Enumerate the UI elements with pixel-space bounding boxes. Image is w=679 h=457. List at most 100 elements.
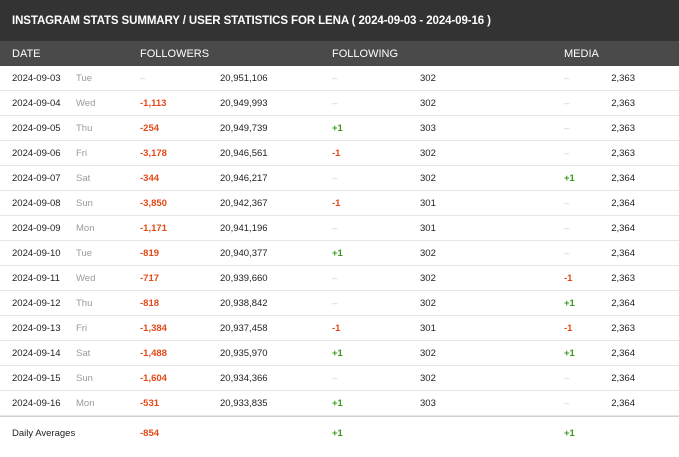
weekday-cell: Sun	[76, 373, 93, 384]
following-change-cell: -1	[332, 323, 341, 334]
following-total-cell: 302	[420, 248, 436, 259]
date-cell: 2024-09-11	[12, 273, 60, 284]
table-body: 2024-09-03 Tue –20,951,106–302–2,363 2024-0…	[0, 66, 679, 416]
table-row: 2024-09-07 Sat -344 20,946,217 – 302 +1 2,364	[0, 166, 679, 191]
table-row: 2024-09-09 Mon -1,171 20,941,196 – 301 – 2,364	[0, 216, 679, 241]
followers-change-cell: -3,178	[140, 148, 167, 159]
averages-followers: -854	[140, 428, 160, 439]
media-total-cell: 2,364	[611, 298, 635, 309]
weekday-cell: Wed	[76, 98, 96, 109]
following-total-cell: 302	[420, 273, 436, 284]
followers-total-cell: 20,949,739	[220, 123, 268, 134]
weekday-cell: Thu	[76, 123, 93, 134]
media-change-cell: –	[564, 248, 570, 259]
weekday-cell: Tue	[76, 73, 93, 84]
weekday-cell: Sun	[76, 198, 93, 209]
followers-change-cell: -344	[140, 173, 160, 184]
followers-total-cell: 20,946,561	[220, 148, 268, 159]
followers-total-cell: 20,951,106	[220, 73, 268, 84]
followers-change-cell: -818	[140, 298, 160, 309]
date-cell: 2024-09-06	[12, 148, 61, 159]
header-media[interactable]: MEDIA	[564, 48, 599, 60]
followers-change-cell: -3,850	[140, 198, 167, 209]
header-followers[interactable]: FOLLOWERS	[140, 48, 210, 60]
media-change-cell: –	[564, 373, 570, 384]
media-total-cell: 2,363	[611, 98, 635, 109]
following-change-cell: –	[332, 373, 338, 384]
following-total-cell: 302	[420, 98, 436, 109]
followers-total-cell: 20,938,842	[220, 298, 268, 309]
table-row: 2024-09-05 Thu -254 20,949,739 +1 303 – 2,363	[0, 116, 679, 141]
followers-total-cell: 20,939,660	[220, 273, 268, 284]
media-total-cell: 2,364	[611, 248, 635, 259]
followers-change-cell: -717	[140, 273, 160, 284]
following-total-cell: 302	[420, 348, 436, 359]
date-cell: 2024-09-09	[12, 223, 61, 234]
weekday-cell: Fri	[76, 148, 88, 159]
following-total-cell: 303	[420, 398, 436, 409]
averages-media: +1	[564, 428, 575, 439]
table-row: 2024-09-15 Sun -1,604 20,934,366 – 302 – 2,364	[0, 366, 679, 391]
following-total-cell: 302	[420, 373, 436, 384]
weekday-cell: Tue	[76, 248, 93, 259]
followers-change-cell: -1,488	[140, 348, 167, 359]
date-cell: 2024-09-13	[12, 323, 61, 334]
header-date[interactable]: DATE	[12, 48, 41, 60]
date-cell: 2024-09-07	[12, 173, 61, 184]
table-row: 2024-09-13 Fri -1,384 20,937,458 -1 301 -1 2,36…	[0, 316, 679, 341]
weekday-cell: Sat	[76, 173, 91, 184]
media-total-cell: 2,363	[611, 273, 635, 284]
followers-total-cell: 20,946,217	[220, 173, 268, 184]
header-following[interactable]: FOLLOWING	[332, 48, 399, 60]
table-row: 2024-09-12 Thu -818 20,938,842 – 302 +1 2,364	[0, 291, 679, 316]
table-row: 2024-09-04 Wed -1,113 20,949,993 – 302 – 2,363	[0, 91, 679, 116]
media-total-cell: 2,364	[611, 173, 635, 184]
media-total-cell: 2,363	[611, 148, 635, 159]
media-total-cell: 2,364	[611, 223, 635, 234]
following-total-cell: 302	[420, 148, 436, 159]
media-change-cell: +1	[564, 173, 575, 184]
following-total-cell: 301	[420, 323, 436, 334]
media-total-cell: 2,363	[611, 123, 635, 134]
media-change-cell: –	[564, 73, 570, 84]
followers-total-cell: 20,937,458	[220, 323, 268, 334]
following-change-cell: –	[332, 173, 338, 184]
averages-following: +1	[332, 428, 343, 439]
media-change-cell: –	[564, 148, 570, 159]
date-cell: 2024-09-12	[12, 298, 61, 309]
media-change-cell: +1	[564, 348, 575, 359]
following-total-cell: 302	[420, 73, 436, 84]
table-row: 2024-09-16 Mon -531 20,933,835 +1 303 – 2,364	[0, 391, 679, 416]
following-change-cell: +1	[332, 248, 343, 259]
table-row: 2024-09-10 Tue -819 20,940,377 +1 302 – 2,364	[0, 241, 679, 266]
date-cell: 2024-09-05	[12, 123, 61, 134]
weekday-cell: Fri	[76, 323, 88, 334]
media-change-cell: +1	[564, 298, 575, 309]
media-change-cell: –	[564, 98, 570, 109]
followers-total-cell: 20,934,366	[220, 373, 268, 384]
followers-change-cell: -819	[140, 248, 160, 259]
followers-total-cell: 20,940,377	[220, 248, 268, 259]
weekday-cell: Sat	[76, 348, 91, 359]
followers-total-cell: 20,941,196	[220, 223, 268, 234]
table-row: 2024-09-08 Sun -3,850 20,942,367 -1 301 – 2,364	[0, 191, 679, 216]
following-total-cell: 301	[420, 198, 436, 209]
followers-change-cell: -254	[140, 123, 160, 134]
followers-change-cell: -1,384	[140, 323, 167, 334]
following-change-cell: +1	[332, 348, 343, 359]
followers-total-cell: 20,949,993	[220, 98, 268, 109]
media-change-cell: -1	[564, 273, 573, 284]
followers-total-cell: 20,942,367	[220, 198, 268, 209]
followers-change-cell: -1,604	[140, 373, 167, 384]
following-change-cell: –	[332, 73, 338, 84]
followers-change-cell: -531	[140, 398, 160, 409]
followers-total-cell: 20,935,970	[220, 348, 268, 359]
weekday-cell: Mon	[76, 398, 95, 409]
date-cell: 2024-09-04	[12, 98, 61, 109]
weekday-cell: Thu	[76, 298, 93, 309]
averages-label: Daily Averages	[12, 428, 76, 439]
media-change-cell: –	[564, 398, 570, 409]
weekday-cell: Wed	[76, 273, 96, 284]
media-total-cell: 2,363	[611, 73, 635, 84]
page-title: INSTAGRAM STATS SUMMARY / USER STATISTIC…	[0, 0, 679, 41]
